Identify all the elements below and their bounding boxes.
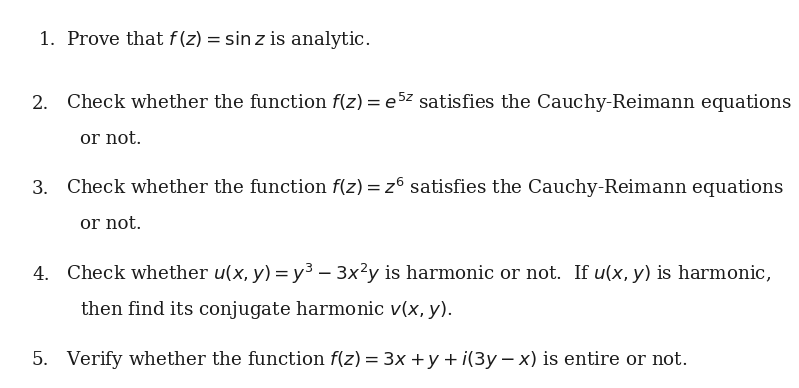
Text: Check whether $u(x, y) = y^3 - 3x^2y$ is harmonic or not.  If $u(x, y)$ is harmo: Check whether $u(x, y) = y^3 - 3x^2y$ is…: [66, 262, 771, 286]
Text: Check whether the function $f(z) = z^{6}$ satisfies the Cauchy-Reimann equations: Check whether the function $f(z) = z^{6}…: [66, 176, 783, 200]
Text: 1.: 1.: [38, 31, 56, 48]
Text: Prove that $f\,(z) = \sin z$ is analytic.: Prove that $f\,(z) = \sin z$ is analytic…: [66, 29, 370, 50]
Text: 5.: 5.: [32, 352, 50, 369]
Text: or not.: or not.: [80, 130, 141, 147]
Text: Verify whether the function $f(z) = 3x + y + i(3y - x)$ is entire or not.: Verify whether the function $f(z) = 3x +…: [66, 350, 687, 371]
Text: Check whether the function $f(z) = e^{5z}$ satisfies the Cauchy-Reimann equation: Check whether the function $f(z) = e^{5z…: [66, 90, 792, 114]
Text: 2.: 2.: [32, 95, 50, 113]
Text: or not.: or not.: [80, 215, 141, 233]
Text: 3.: 3.: [32, 180, 50, 198]
Text: then find its conjugate harmonic $v(x, y)$.: then find its conjugate harmonic $v(x, y…: [80, 299, 452, 321]
Text: 4.: 4.: [32, 266, 50, 284]
